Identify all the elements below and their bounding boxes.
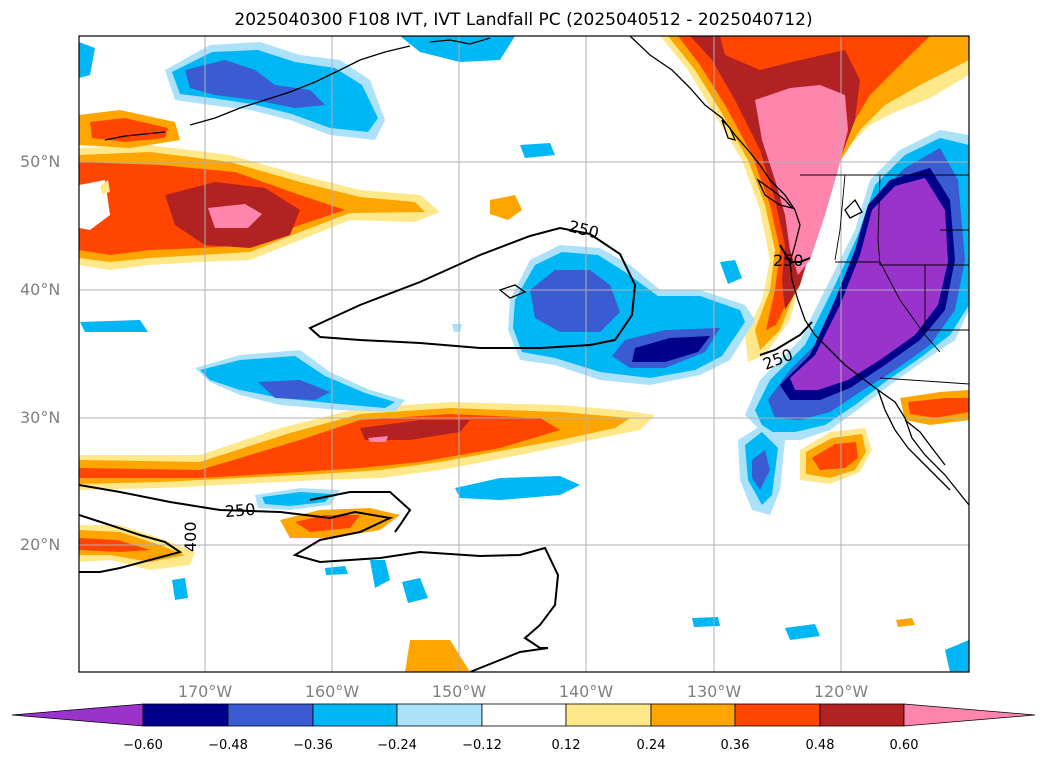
lat-label-50n: 50°N (20, 152, 61, 171)
positive-band-30n (79, 402, 655, 490)
contour-label-250-central: 250 (567, 217, 601, 243)
colorbar-tick-label: 0.36 (720, 738, 750, 753)
colorbar-extend-max (903, 703, 1036, 727)
lon-label-130w: 130°W (686, 682, 742, 701)
contour-label-400: 400 (181, 521, 200, 552)
lon-label-120w: 120°W (813, 682, 869, 701)
colorbar-tick-label: −0.36 (293, 738, 333, 753)
colorbar-segment-2 (227, 703, 314, 727)
colorbar-extend-min (11, 703, 144, 727)
colorbar-tick-label: −0.48 (208, 738, 248, 753)
colorbar-segment-7 (650, 703, 736, 727)
lat-label-40n: 40°N (20, 280, 61, 299)
contour-label-250-subtropic: 250 (224, 500, 256, 522)
lat-label-20n: 20°N (20, 535, 61, 554)
lat-label-30n: 30°N (20, 408, 61, 427)
colorbar-tick-label: 0.48 (805, 738, 835, 753)
colorbar-tick-label: −0.60 (123, 738, 163, 753)
political-boundaries (800, 174, 969, 385)
coastlines (104, 36, 969, 506)
colorbar-tick-label: 0.24 (636, 738, 666, 753)
colorbar-tick-label: 0.60 (889, 738, 919, 753)
colorbar-segment-1 (142, 703, 229, 727)
colorbar-tick-label: −0.24 (377, 738, 417, 753)
map-title: 2025040300 F108 IVT, IVT Landfall PC (20… (234, 10, 813, 30)
colorbar-segment-3 (312, 703, 398, 727)
colorbar-tick-label: −0.12 (462, 738, 502, 753)
colorbar-segment-9 (819, 703, 905, 727)
map-gridlines (79, 36, 969, 672)
colorbar-segment-8 (734, 703, 821, 727)
negative-area-west-us (720, 130, 969, 515)
positive-plume-northwest (660, 36, 969, 362)
lon-label-160w: 160°W (304, 682, 360, 701)
negative-area-gulf-alaska (79, 36, 555, 158)
colorbar (11, 703, 1036, 727)
lon-label-170w: 170°W (177, 682, 233, 701)
contour-label-250-coast: 250 (773, 251, 804, 270)
ivt-contours (79, 226, 813, 672)
negative-patches-subtropics (80, 320, 969, 672)
map-frame (78, 35, 970, 673)
positive-band-47n (79, 110, 522, 270)
map-field (79, 36, 969, 672)
positive-patches-baja (800, 390, 969, 627)
colorbar-tick-label: 0.12 (551, 738, 581, 753)
colorbar-segment-6 (565, 703, 652, 727)
lon-label-150w: 150°W (431, 682, 487, 701)
colorbar-segment-4 (396, 703, 483, 727)
colorbar-segment-5 (481, 703, 567, 727)
lon-label-140w: 140°W (558, 682, 614, 701)
